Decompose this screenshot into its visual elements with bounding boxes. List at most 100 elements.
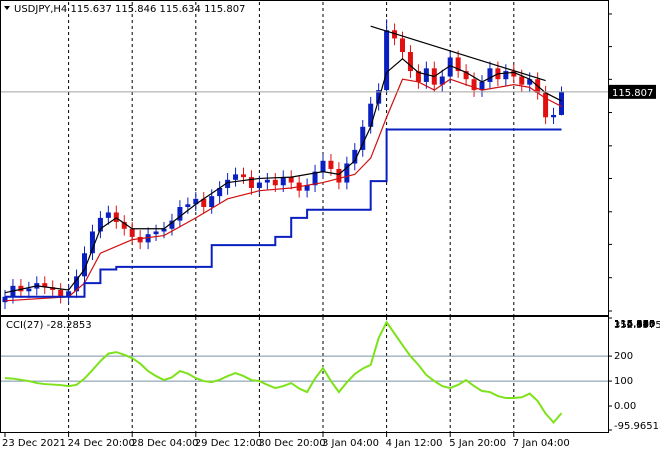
candle-body: [233, 174, 239, 180]
candle-body: [161, 228, 167, 232]
candle-body: [58, 289, 64, 297]
candle-body: [487, 68, 493, 82]
candle-body: [248, 177, 254, 188]
plot: [1, 19, 608, 425]
cci-title: CCI(27) -28.2853: [6, 320, 92, 331]
last-price-label: 115.807: [612, 88, 653, 99]
candle-body: [368, 103, 374, 127]
y-tick-label: 116.140: [614, 319, 655, 330]
y-tick-label: 115.410: [614, 319, 655, 330]
x-tick-label: 7 Jan 04:00: [513, 438, 570, 449]
candle-body: [193, 198, 199, 205]
chart-title: USDJPY,H4 115.637 115.846 115.634 115.80…: [14, 4, 245, 15]
candle-body: [74, 276, 80, 292]
candle-body: [519, 76, 525, 85]
candle-body: [153, 231, 159, 235]
overlay-line: [4, 58, 562, 294]
candle-body: [177, 207, 183, 221]
candle-body: [336, 168, 342, 183]
support-line: [5, 128, 562, 298]
candle-body: [376, 90, 382, 104]
y-tick-label: 114.685: [614, 319, 655, 330]
candle-body: [169, 220, 175, 229]
candle-body: [272, 179, 278, 186]
x-tick-label: 23 Dec 2021: [2, 438, 66, 449]
candle-body: [503, 71, 509, 80]
candle-body: [264, 179, 270, 183]
candle-body: [105, 212, 111, 218]
candle-body: [400, 38, 405, 53]
y-tick-label: 116.380: [614, 319, 655, 330]
candle-body: [551, 114, 557, 118]
y-tick-label: 115.899: [614, 319, 655, 330]
y-tick-label: -95.9651: [614, 421, 659, 432]
candle-body: [288, 177, 294, 183]
grid: [1, 2, 608, 432]
x-tick-label: 29 Dec 12:00: [195, 438, 262, 449]
candle-body: [447, 57, 453, 77]
candle-body: [241, 174, 246, 178]
candle-body: [415, 71, 421, 82]
candle-body: [121, 221, 127, 229]
overlay-line: [370, 25, 546, 82]
cci-pane-frame: [0, 316, 609, 433]
overlay-line: [4, 78, 562, 302]
x-tick-label: 4 Jan 12:00: [386, 438, 443, 449]
candle-body: [455, 57, 461, 72]
candle-body: [384, 30, 390, 91]
x-tick-label: 30 Dec 20:00: [258, 438, 325, 449]
candle-body: [18, 285, 24, 292]
candle-body: [392, 30, 398, 39]
candle-body: [89, 231, 95, 254]
candle-body: [145, 234, 151, 243]
candle-body: [26, 288, 32, 292]
candle-body: [129, 228, 135, 237]
x-tick-label: 3 Jan 04:00: [322, 438, 379, 449]
candle-body: [280, 177, 286, 186]
candle-body: [185, 204, 191, 208]
candle-body: [217, 187, 223, 197]
candle-body: [344, 163, 350, 183]
candle-body: [471, 79, 477, 91]
candle-body: [423, 68, 429, 82]
candle-body: [543, 92, 549, 118]
last-price-box: [608, 84, 656, 99]
x-tick-label: 28 Dec 04:00: [131, 438, 198, 449]
x-tick-label: 24 Dec 20:00: [68, 438, 135, 449]
candle-body: [209, 196, 215, 208]
cci-line: [4, 320, 563, 425]
x-tick-label: 5 Jan 20:00: [449, 438, 506, 449]
candle-body: [511, 71, 517, 77]
candle-body: [97, 217, 103, 232]
y-tick-label: 114.440: [614, 319, 655, 330]
candle-body: [201, 198, 207, 208]
y-tick-label: 114.195: [614, 319, 655, 330]
y-tick-label: 115.170: [614, 319, 655, 330]
candle-body: [256, 182, 262, 188]
candle-body: [304, 185, 310, 191]
candle-body: [360, 126, 366, 150]
candle-body: [352, 149, 358, 164]
candle-body: [66, 291, 72, 297]
candle-body: [439, 76, 445, 85]
symbol-arrow: [4, 6, 10, 10]
candle-body: [463, 71, 469, 80]
candle-body: [527, 79, 533, 85]
candle-body: [225, 179, 231, 188]
candle-body: [407, 52, 413, 72]
candle-body: [328, 160, 334, 169]
axis-labels: 116.380116.140115.899115.655115.410115.1…: [2, 13, 660, 449]
y-tick-label: 114.925: [614, 319, 655, 330]
y-tick-label: 200: [614, 351, 633, 362]
candle-body: [42, 283, 48, 288]
candle-body: [479, 81, 485, 91]
y-tick-label: 100: [614, 376, 633, 387]
candle-body: [2, 296, 8, 303]
candle-body: [559, 91, 564, 115]
main-pane-frame: [0, 0, 609, 316]
candle-body: [137, 236, 143, 243]
y-tick-label: 115.655: [614, 319, 655, 330]
candle-body: [312, 171, 318, 186]
